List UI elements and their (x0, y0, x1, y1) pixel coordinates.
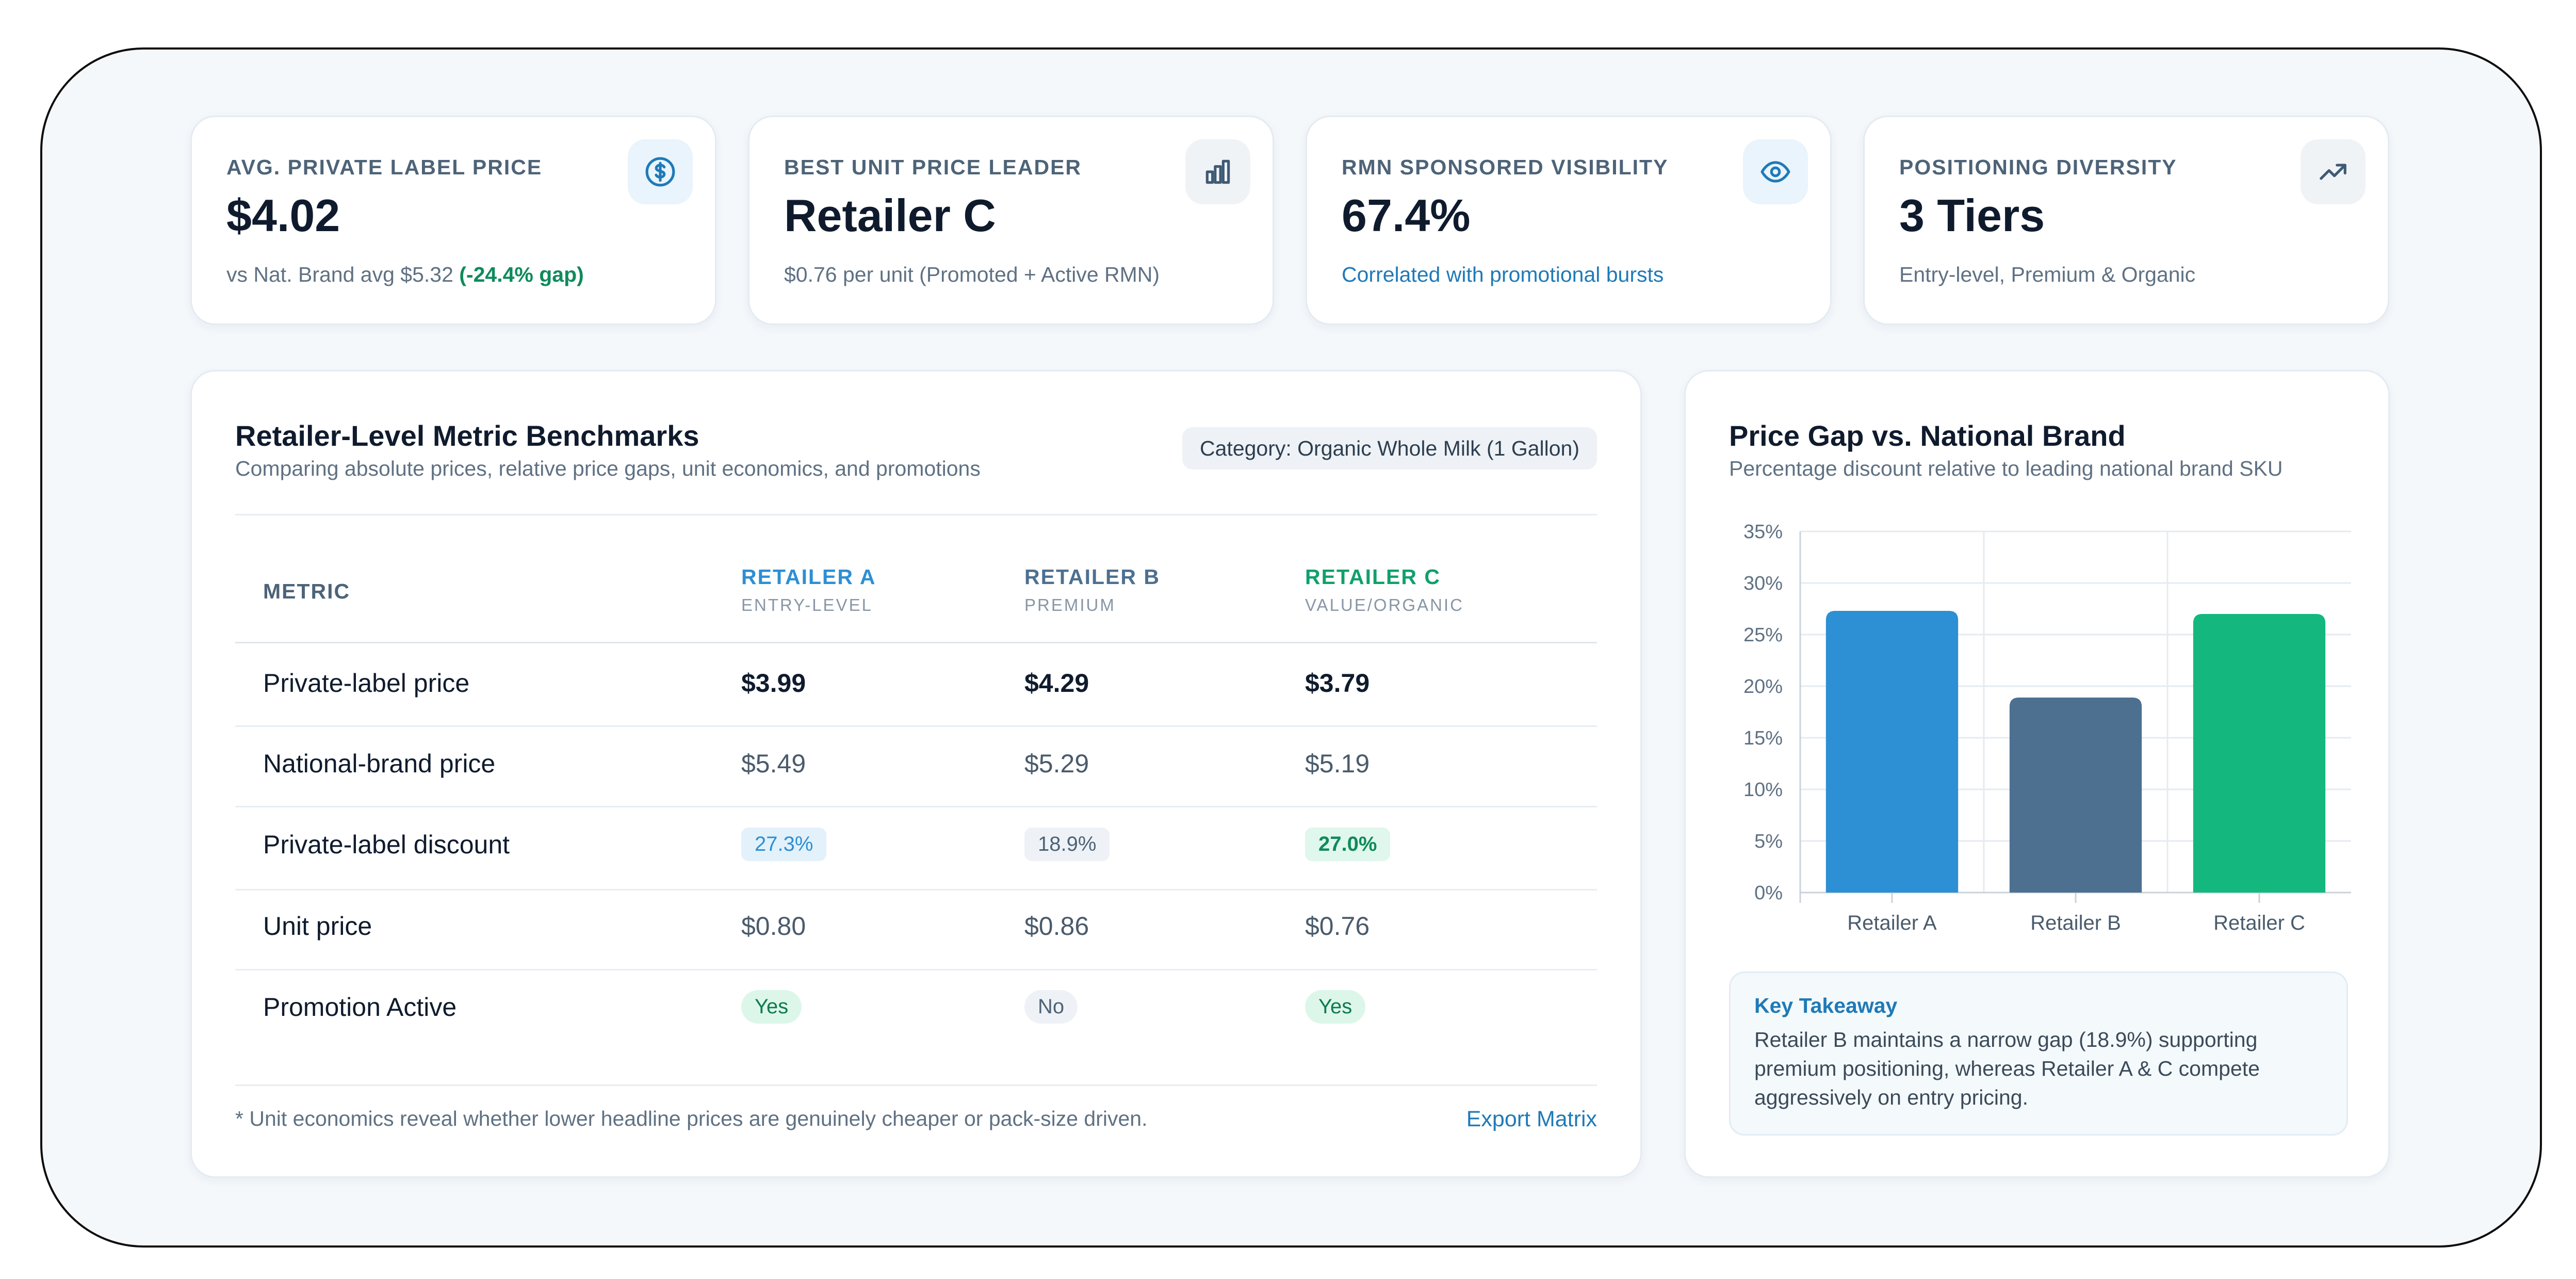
price-gap-bar-chart: 0% 5% 10% 15% 20% 25% 30% 35% Retailer A Retailer… (1743, 521, 2351, 934)
y-tick-label: 5% (1754, 831, 1783, 852)
takeaway-text: Retailer B maintains a narrow gap (18.9%… (1754, 1028, 2260, 1109)
row-label-promotion-active: Promotion Active (263, 993, 457, 1022)
kpi-sub-text: vs Nat. Brand avg $5.32 (226, 263, 453, 286)
column-header-retailer-a: RETAILER A (741, 565, 876, 589)
y-tick-label: 25% (1743, 624, 1783, 646)
divider (235, 1084, 1597, 1086)
discount-badge-retailer-a: 27.3% (741, 828, 827, 861)
cell-retailer-a: $0.80 (741, 912, 806, 941)
row-divider (235, 969, 1597, 970)
kpi-value: 3 Tiers (1899, 190, 2045, 241)
chart-title: Price Gap vs. National Brand (1729, 419, 2126, 452)
divider (235, 514, 1597, 515)
bar-retailer-c (2193, 614, 2326, 893)
discount-badge-retailer-c: 27.0% (1305, 828, 1391, 861)
kpi-sub-highlight: (-24.4% gap) (459, 263, 584, 286)
promotion-badge-retailer-a: Yes (741, 990, 802, 1024)
row-divider (235, 889, 1597, 891)
eye-icon (1743, 139, 1808, 204)
kpi-card-positioning-diversity: POSITIONING DIVERSITY 3 Tiers Entry-leve… (1863, 116, 2389, 325)
discount-badge-retailer-b: 18.9% (1024, 828, 1110, 861)
y-tick-label: 0% (1754, 882, 1783, 904)
kpi-subtext: $0.76 per unit (Promoted + Active RMN) (784, 263, 1160, 286)
x-tick-label: Retailer B (2030, 912, 2121, 934)
column-tier-retailer-b: PREMIUM (1024, 595, 1116, 614)
table-title: Retailer-Level Metric Benchmarks (235, 419, 699, 452)
bar-retailer-b (2009, 698, 2142, 893)
divider (235, 642, 1597, 643)
cell-retailer-b: $4.29 (1024, 669, 1089, 698)
kpi-card-avg-price: AVG. PRIVATE LABEL PRICE $4.02 vs Nat. B… (190, 116, 716, 325)
kpi-subtext: Correlated with promotional bursts (1342, 263, 1664, 286)
bar-chart-icon (1185, 139, 1250, 204)
column-tier-retailer-a: ENTRY-LEVEL (741, 595, 873, 614)
kpi-label: AVG. PRIVATE LABEL PRICE (226, 155, 543, 179)
y-tick-label: 10% (1743, 779, 1783, 801)
kpi-subtext: vs Nat. Brand avg $5.32 (-24.4% gap) (226, 263, 584, 287)
key-takeaway-box: Key Takeaway Retailer B maintains a narr… (1729, 972, 2348, 1136)
row-divider (235, 725, 1597, 727)
cell-retailer-a: $5.49 (741, 749, 806, 778)
price-gap-chart-card: Price Gap vs. National Brand Percentage … (1684, 370, 2390, 1178)
kpi-label: RMN SPONSORED VISIBILITY (1342, 155, 1669, 179)
y-tick-label: 15% (1743, 727, 1783, 749)
table-subtitle: Comparing absolute prices, relative pric… (235, 457, 981, 480)
cell-retailer-c: $5.19 (1305, 749, 1370, 778)
category-badge: Category: Organic Whole Milk (1 Gallon) (1182, 427, 1597, 469)
column-tier-retailer-c: VALUE/ORGANIC (1305, 595, 1464, 614)
kpi-label: BEST UNIT PRICE LEADER (784, 155, 1082, 179)
dollar-icon (628, 139, 693, 204)
column-header-retailer-b: RETAILER B (1024, 565, 1160, 589)
y-tick-label: 30% (1743, 573, 1783, 594)
cell-retailer-a: $3.99 (741, 669, 806, 698)
kpi-card-unit-price-leader: BEST UNIT PRICE LEADER Retailer C $0.76 … (748, 116, 1274, 325)
row-label-unit-price: Unit price (263, 912, 372, 941)
kpi-card-rmn-visibility: RMN SPONSORED VISIBILITY 67.4% Correlate… (1306, 116, 1832, 325)
kpi-label: POSITIONING DIVERSITY (1899, 155, 2177, 179)
cell-retailer-b: $0.86 (1024, 912, 1089, 941)
x-tick-label: Retailer A (1847, 912, 1937, 934)
kpi-subtext: Entry-level, Premium & Organic (1899, 263, 2196, 286)
benchmark-table-card: Retailer-Level Metric Benchmarks Compari… (190, 370, 1642, 1178)
bar-retailer-a (1825, 611, 1959, 893)
chart-subtitle: Percentage discount relative to leading … (1729, 457, 2283, 480)
column-header-metric: METRIC (263, 579, 351, 603)
kpi-value: $4.02 (226, 190, 340, 241)
x-tick-label: Retailer C (2213, 912, 2305, 934)
cell-retailer-c: $0.76 (1305, 912, 1370, 941)
y-tick-label: 20% (1743, 676, 1783, 698)
kpi-value: 67.4% (1342, 190, 1471, 241)
trending-up-icon (2301, 139, 2366, 204)
row-divider (235, 806, 1597, 807)
cell-retailer-b: $5.29 (1024, 749, 1089, 778)
column-header-retailer-c: RETAILER C (1305, 565, 1441, 589)
kpi-value: Retailer C (784, 190, 996, 241)
y-tick-label: 35% (1743, 521, 1783, 543)
promotion-badge-retailer-b: No (1024, 990, 1078, 1024)
table-footnote: * Unit economics reveal whether lower he… (235, 1107, 1148, 1130)
row-label-national-brand-price: National-brand price (263, 749, 496, 778)
promotion-badge-retailer-c: Yes (1305, 990, 1366, 1024)
takeaway-title: Key Takeaway (1754, 994, 1898, 1017)
export-matrix-link[interactable]: Export Matrix (1466, 1107, 1597, 1131)
row-label-private-label-discount: Private-label discount (263, 830, 510, 859)
cell-retailer-c: $3.79 (1305, 669, 1370, 698)
row-label-private-label-price: Private-label price (263, 669, 470, 698)
